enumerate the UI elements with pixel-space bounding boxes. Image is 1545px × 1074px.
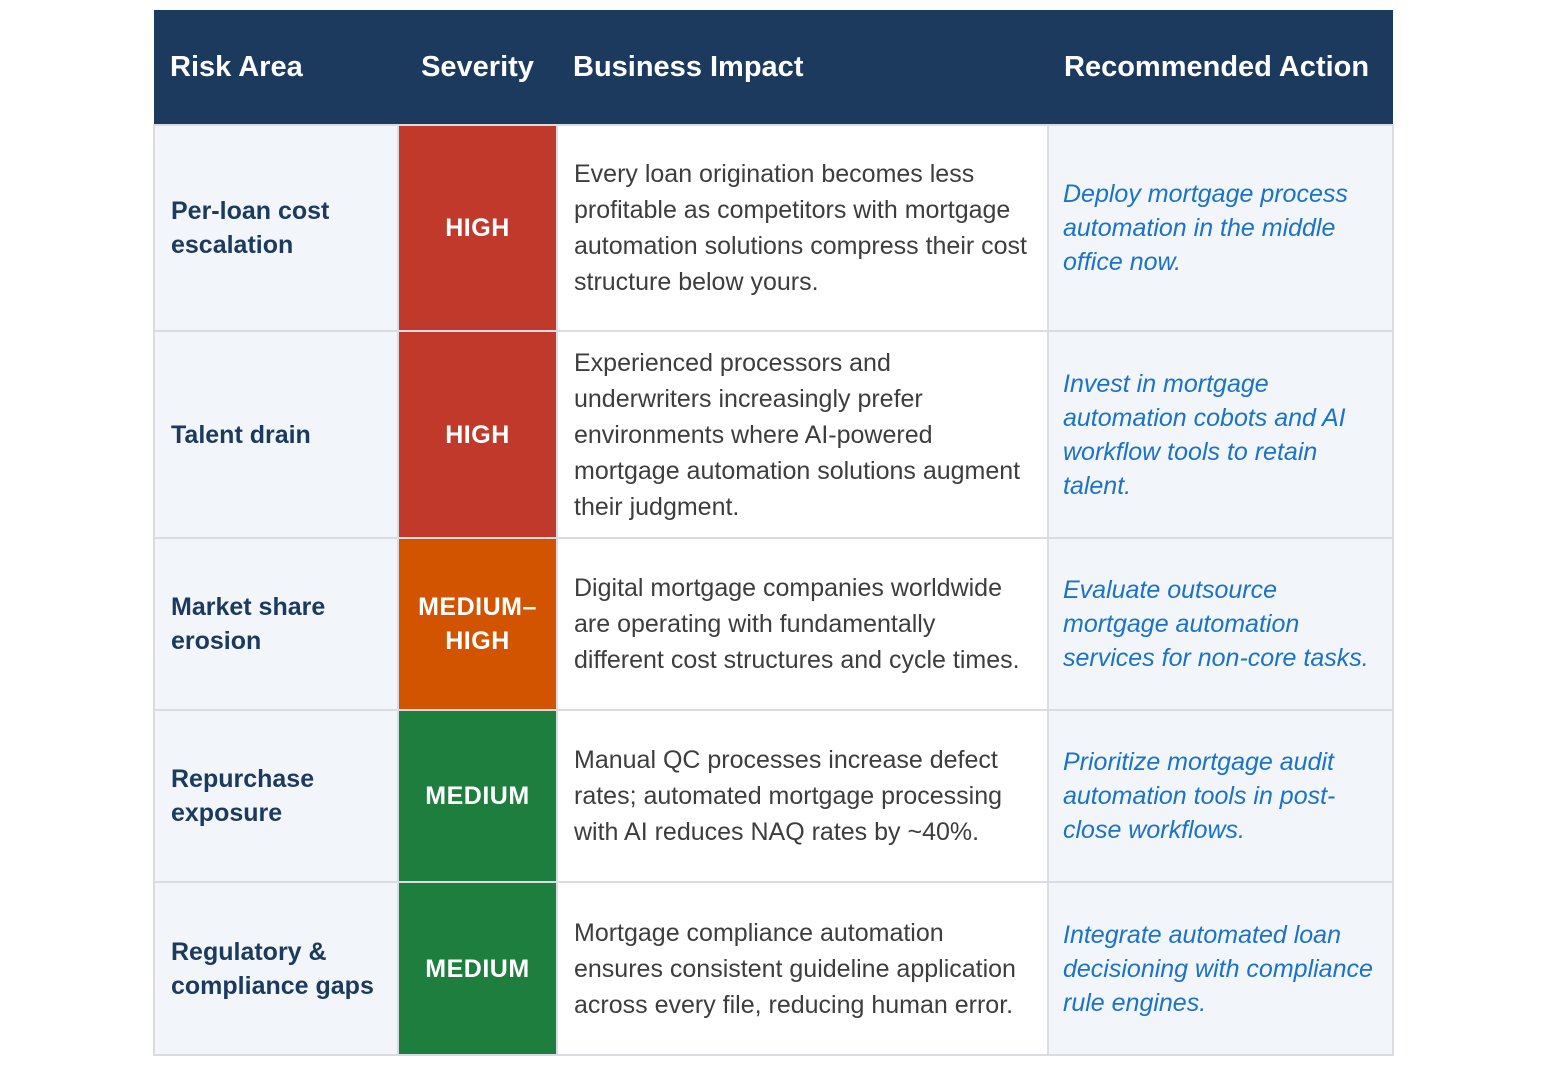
business-impact-cell: Mortgage compliance automation ensures c… bbox=[556, 881, 1049, 1056]
severity-badge: MEDIUM bbox=[397, 709, 558, 883]
header-recommended-action: Recommended Action bbox=[1048, 10, 1393, 125]
header-business-impact: Business Impact bbox=[557, 10, 1048, 125]
table-row: Market share erosion MEDIUM–HIGH Digital… bbox=[153, 537, 1394, 711]
risk-area-cell: Talent drain bbox=[153, 330, 399, 539]
severity-badge: MEDIUM bbox=[397, 881, 558, 1056]
risk-area-cell: Per-loan cost escalation bbox=[153, 124, 399, 332]
severity-badge: HIGH bbox=[397, 330, 558, 539]
header-severity: Severity bbox=[398, 10, 557, 125]
risk-area-cell: Regulatory & compliance gaps bbox=[153, 881, 399, 1056]
business-impact-cell: Digital mortgage companies worldwide are… bbox=[556, 537, 1049, 711]
table-row: Repurchase exposure MEDIUM Manual QC pro… bbox=[153, 709, 1394, 883]
table-row: Regulatory & compliance gaps MEDIUM Mort… bbox=[153, 881, 1394, 1056]
recommended-action-cell: Prioritize mortgage audit automation too… bbox=[1047, 709, 1394, 883]
header-risk-area: Risk Area bbox=[154, 10, 398, 125]
business-impact-cell: Every loan origination becomes less prof… bbox=[556, 124, 1049, 332]
recommended-action-cell: Invest in mortgage automation cobots and… bbox=[1047, 330, 1394, 539]
table-header-row: Risk Area Severity Business Impact Recom… bbox=[154, 10, 1393, 125]
risk-table: Risk Area Severity Business Impact Recom… bbox=[153, 10, 1394, 1056]
severity-badge: HIGH bbox=[397, 124, 558, 332]
table-row: Per-loan cost escalation HIGH Every loan… bbox=[153, 124, 1394, 332]
risk-area-cell: Market share erosion bbox=[153, 537, 399, 711]
recommended-action-cell: Evaluate outsource mortgage automation s… bbox=[1047, 537, 1394, 711]
recommended-action-cell: Deploy mortgage process automation in th… bbox=[1047, 124, 1394, 332]
business-impact-cell: Manual QC processes increase defect rate… bbox=[556, 709, 1049, 883]
table-row: Talent drain HIGH Experienced processors… bbox=[153, 330, 1394, 539]
recommended-action-cell: Integrate automated loan decisioning wit… bbox=[1047, 881, 1394, 1056]
business-impact-cell: Experienced processors and underwriters … bbox=[556, 330, 1049, 539]
risk-area-cell: Repurchase exposure bbox=[153, 709, 399, 883]
severity-badge: MEDIUM–HIGH bbox=[397, 537, 558, 711]
